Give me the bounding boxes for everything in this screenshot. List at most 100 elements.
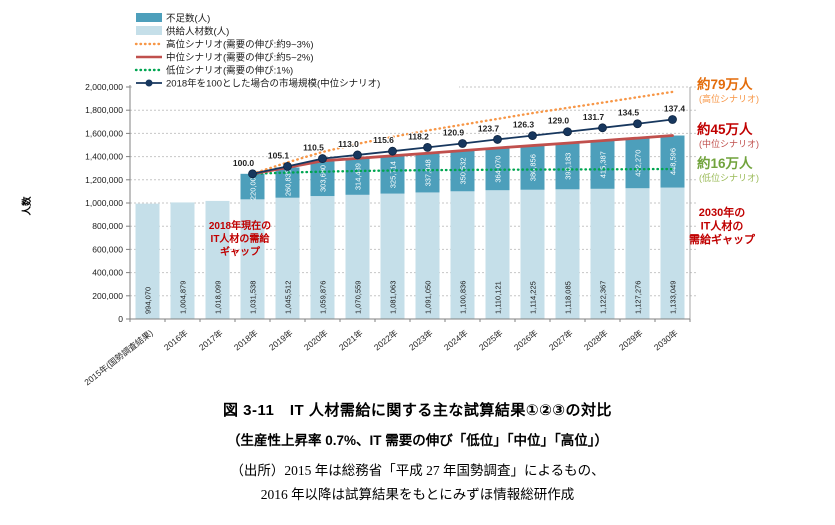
bar-supply-label: 1,100,836 [459, 281, 468, 314]
bar-supply-label: 1,127,276 [634, 281, 643, 314]
figure-source-line2: 2016 年以降は試算結果をもとにみずほ情報総研作成 [260, 487, 575, 502]
market-index-label: 110.5 [303, 143, 324, 153]
figure-title: 図 3-11 IT 人材需給に関する主な試算結果①②③の対比 [223, 402, 612, 419]
annotation-gap-2030: 需給ギャップ [689, 232, 756, 246]
bar-supply [345, 194, 370, 319]
bar-supply-label: 1,091,050 [424, 281, 433, 314]
y-tick-label: 1,000,000 [85, 198, 123, 208]
annotation-low-scenario: (低位シナリオ) [699, 172, 759, 183]
bar-shortage [625, 138, 650, 189]
annotation-mid-scenario: (中位シナリオ) [699, 138, 759, 149]
legend-label: 低位シナリオ(需要の伸び:1%) [166, 65, 293, 77]
y-tick-label: 400,000 [92, 268, 123, 278]
bar-supply [170, 202, 195, 319]
market-index-label: 115.6 [373, 135, 394, 145]
market-index-marker [668, 115, 677, 124]
bar-shortage [310, 160, 335, 197]
bar-shortage-label: 398,183 [564, 153, 573, 180]
it-hr-supply-demand-chart: 0 200,000 400,000 600,000 800,000 1,000,000 1,… [21, 12, 759, 388]
bar-supply [625, 188, 650, 319]
line-low-scenario [251, 167, 674, 176]
bar-shortage-label: 364,070 [494, 156, 503, 183]
x-tick-label: 2015年(国勢調査結果) [82, 328, 155, 388]
bar-supply [590, 188, 615, 319]
bar-shortage [415, 153, 440, 193]
bar-supply-label: 1,133,049 [669, 281, 678, 314]
market-index-marker [528, 131, 537, 141]
bar-shortage-label: 260,835 [284, 169, 293, 196]
bar-supply-label: 1,081,063 [389, 281, 398, 314]
x-tick-label: 2020年 [302, 327, 330, 352]
market-index-label: 129.0 [548, 116, 570, 126]
x-tick-label: 2017年 [197, 327, 225, 352]
market-index-marker [248, 169, 257, 179]
bar-supply [450, 191, 475, 319]
bar-supply-label: 994,070 [144, 287, 153, 314]
annotation-high-value: 約79万人 [697, 76, 753, 92]
market-index-marker [563, 127, 572, 137]
market-index-label: 131.7 [583, 112, 605, 122]
market-index-label: 126.3 [513, 120, 535, 130]
market-index-label: 105.1 [268, 150, 290, 160]
y-tick-label: 800,000 [92, 221, 123, 231]
market-index-label: 118.2 [408, 131, 429, 141]
bar-shortage-label: 432,270 [634, 150, 643, 177]
bar-supply-label: 1,110,121 [494, 281, 503, 314]
figure-subtitle: （生産性上昇率 0.7%、IT 需要の伸び「低位」「中位」「高位」） [226, 433, 609, 448]
legend-label: 不足数(人) [166, 13, 210, 25]
y-tick-label: 200,000 [92, 291, 123, 301]
market-index-label: 113.0 [338, 139, 359, 149]
market-index-marker [598, 123, 607, 133]
x-tick-label: 2021年 [337, 327, 365, 352]
annotation-low-value: 約16万人 [697, 155, 753, 171]
bar-supply [135, 203, 160, 319]
bar-shortage [590, 140, 615, 189]
annotation-gap-2030: 2030年の [699, 205, 745, 219]
market-index-marker [388, 146, 397, 156]
y-tick-label: 1,800,000 [85, 105, 123, 115]
figure-caption: 図 3-11 IT 人材需給に関する主な試算結果①②③の対比 （生産性上昇率 0… [0, 390, 835, 503]
annotation-mid-value: 約45万人 [697, 121, 753, 137]
legend-label: 高位シナリオ(需要の伸び:約9~3%) [166, 39, 314, 51]
x-tick-label: 2018年 [232, 327, 260, 352]
x-tick-label: 2022年 [372, 327, 400, 352]
y-tick-label: 2,000,000 [85, 82, 123, 92]
bar-supply [205, 200, 230, 319]
bar-shortage-label: 337,848 [424, 159, 433, 186]
x-tick-label: 2030年 [652, 327, 680, 352]
market-index-marker [493, 135, 502, 144]
legend-swatch-shortage_bar [136, 13, 162, 22]
bar-supply-label: 1,004,879 [179, 281, 188, 314]
y-tick-label: 1,400,000 [85, 152, 123, 162]
bar-shortage-label: 314,439 [354, 163, 363, 190]
bar-supply-label: 1,114,225 [529, 281, 538, 314]
market-index-label: 100.0 [233, 158, 255, 168]
market-index-marker [283, 162, 292, 171]
bar-supply-label: 1,031,538 [249, 281, 258, 314]
x-tick-label: 2029年 [617, 327, 645, 352]
x-tick-label: 2026年 [512, 327, 540, 352]
line-high-scenario [251, 90, 674, 176]
bar-shortage [520, 145, 545, 190]
bar-supply [485, 190, 510, 319]
annotation-gap-2018: ギャップ [220, 245, 261, 258]
bar-supply [415, 192, 440, 319]
bar-supply-label: 1,059,876 [319, 281, 328, 314]
annotation-gap-2030: IT人材の [701, 219, 744, 233]
market-index-marker [353, 150, 362, 160]
bar-shortage-label: 350,532 [459, 157, 468, 184]
legend-label: 中位シナリオ(需要の伸び:約5~2%) [166, 52, 314, 64]
bar-shortage [345, 158, 370, 195]
bar-supply-label: 1,018,099 [214, 281, 223, 314]
chart-figure: 0 200,000 400,000 600,000 800,000 1,000,000 1,… [21, 12, 759, 388]
bar-supply-label: 1,122,367 [599, 281, 608, 314]
bar-supply-label: 1,118,085 [564, 281, 573, 314]
legend-label: 供給人材数(人) [166, 26, 229, 38]
bar-shortage-label: 303,680 [319, 165, 328, 192]
y-tick-label: 1,600,000 [85, 128, 123, 138]
bar-shortage-label: 380,856 [529, 154, 538, 181]
market-index-label: 134.5 [618, 108, 640, 118]
market-index-marker [633, 119, 642, 129]
bar-supply [275, 197, 300, 319]
x-tick-label: 2019年 [267, 327, 295, 352]
